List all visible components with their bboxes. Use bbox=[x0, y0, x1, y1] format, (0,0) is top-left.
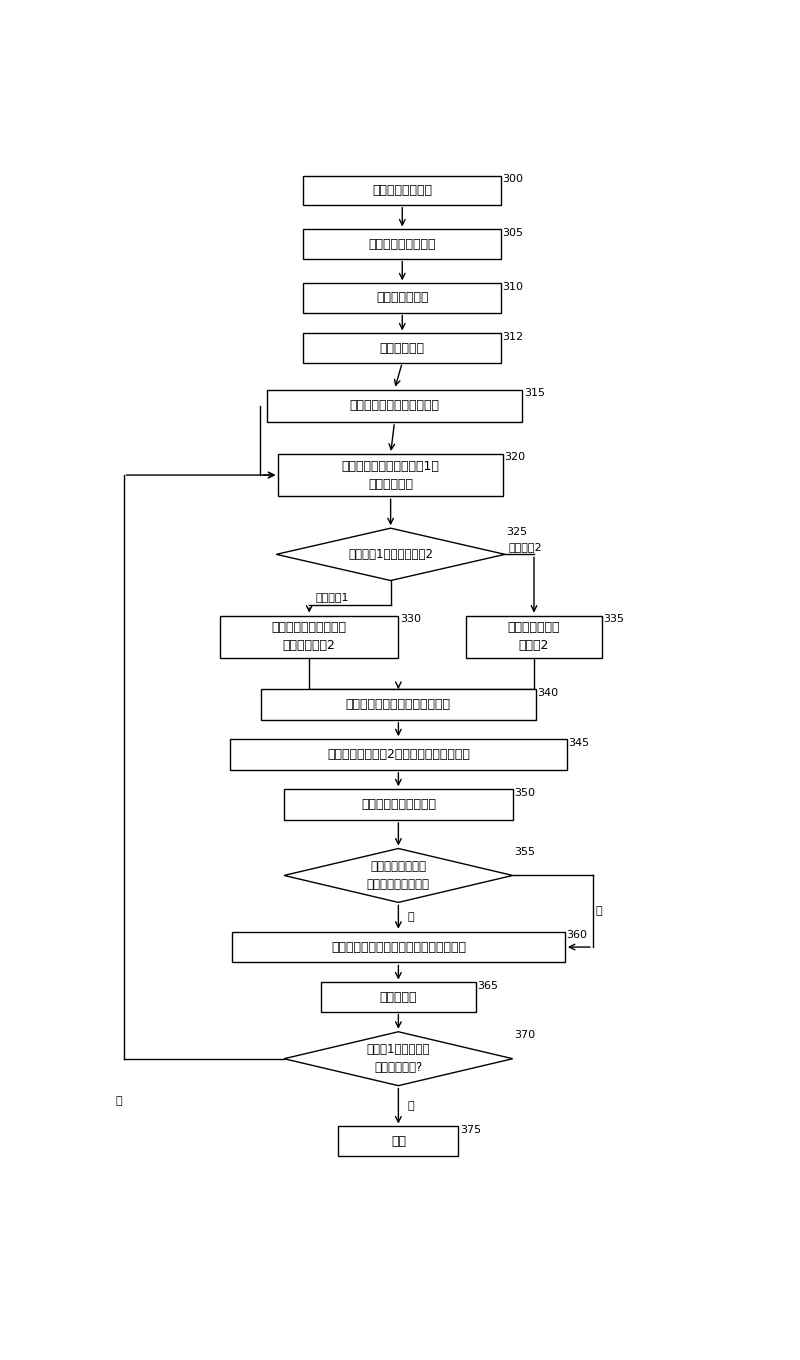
Polygon shape bbox=[276, 528, 505, 581]
Polygon shape bbox=[284, 849, 513, 903]
Bar bbox=[303, 283, 501, 313]
Text: 以块读取的方式从数据源1中
检索匹配数据: 以块读取的方式从数据源1中 检索匹配数据 bbox=[342, 460, 439, 491]
Text: 330: 330 bbox=[400, 613, 421, 624]
Text: 确定可读取的块的最大行数: 确定可读取的块的最大行数 bbox=[350, 400, 439, 412]
Text: 345: 345 bbox=[569, 737, 590, 748]
Text: 350: 350 bbox=[514, 787, 535, 798]
Text: 对临时表和数据源2中的内表进行连接操作: 对临时表和数据源2中的内表进行连接操作 bbox=[327, 748, 470, 762]
Text: 生成数据查询子命令: 生成数据查询子命令 bbox=[369, 238, 436, 250]
Bar bbox=[220, 616, 398, 658]
Text: 操作模式1: 操作模式1 bbox=[315, 592, 349, 601]
Bar bbox=[303, 175, 501, 205]
Text: 否: 否 bbox=[115, 1096, 122, 1106]
Text: 375: 375 bbox=[460, 1125, 481, 1136]
Text: 315: 315 bbox=[524, 388, 545, 398]
Text: 确定操作模式: 确定操作模式 bbox=[380, 341, 425, 355]
Text: 325: 325 bbox=[506, 526, 528, 537]
Text: 320: 320 bbox=[505, 453, 526, 462]
Text: 370: 370 bbox=[514, 1031, 535, 1040]
Text: 决定使用本方法: 决定使用本方法 bbox=[376, 291, 429, 305]
Text: 结束: 结束 bbox=[391, 1134, 406, 1148]
Polygon shape bbox=[284, 1032, 513, 1085]
Bar bbox=[278, 454, 503, 496]
Text: 是: 是 bbox=[408, 1102, 414, 1111]
Text: 创建临时表并将数据插入到其中: 创建临时表并将数据插入到其中 bbox=[346, 698, 451, 711]
Bar bbox=[232, 932, 565, 963]
Text: 312: 312 bbox=[502, 332, 524, 341]
Text: 是否需要执行结果
集合与块数据的合并: 是否需要执行结果 集合与块数据的合并 bbox=[367, 860, 430, 891]
Bar bbox=[338, 1126, 458, 1156]
Text: 340: 340 bbox=[538, 688, 558, 698]
Text: 数据源1的外表是否
已经检索完毕?: 数据源1的外表是否 已经检索完毕? bbox=[366, 1043, 430, 1074]
Bar bbox=[266, 389, 522, 422]
Text: 通过行指针直接合并中间结果列和块数据: 通过行指针直接合并中间结果列和块数据 bbox=[331, 941, 466, 953]
Text: 操作模式2: 操作模式2 bbox=[508, 543, 542, 552]
Text: 310: 310 bbox=[502, 282, 524, 292]
Text: 将相关列以及行指针列
传送到数据源2: 将相关列以及行指针列 传送到数据源2 bbox=[272, 622, 346, 653]
Bar bbox=[284, 789, 513, 820]
Text: 365: 365 bbox=[478, 981, 498, 991]
Bar bbox=[230, 740, 567, 770]
Text: 是: 是 bbox=[408, 913, 414, 922]
Text: 300: 300 bbox=[502, 174, 524, 184]
Text: 355: 355 bbox=[514, 847, 535, 857]
Bar bbox=[303, 230, 501, 258]
Text: 返回合并表: 返回合并表 bbox=[380, 990, 417, 1004]
Text: 否: 否 bbox=[596, 906, 602, 917]
Text: 操作模式1还是操作模式2: 操作模式1还是操作模式2 bbox=[348, 548, 433, 560]
Bar bbox=[321, 982, 476, 1012]
Text: 360: 360 bbox=[566, 930, 587, 940]
Text: 将所有列传送到
数据源2: 将所有列传送到 数据源2 bbox=[508, 622, 560, 653]
Text: 接收数据查询命令: 接收数据查询命令 bbox=[372, 184, 432, 197]
Bar bbox=[303, 333, 501, 363]
Bar bbox=[466, 616, 602, 658]
Text: 返回连接后的结果集合: 返回连接后的结果集合 bbox=[361, 798, 436, 811]
Text: 335: 335 bbox=[603, 613, 624, 624]
Text: 305: 305 bbox=[502, 228, 524, 238]
Bar bbox=[261, 690, 536, 719]
